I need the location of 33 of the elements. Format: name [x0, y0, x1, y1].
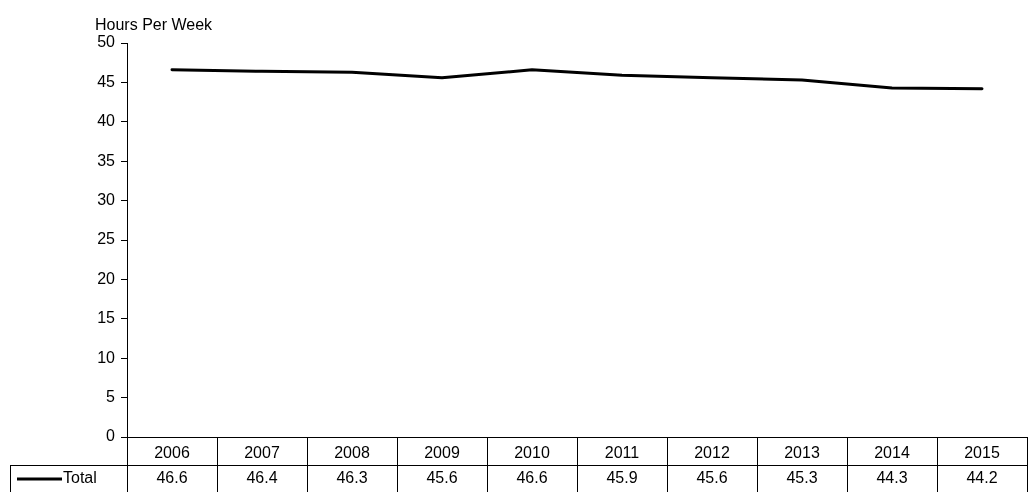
x-tick-label: 2006 [154, 444, 190, 462]
legend-label: Total [63, 469, 97, 487]
data-label: 44.2 [966, 469, 998, 487]
data-label: 45.9 [606, 469, 638, 487]
x-tick-label: 2010 [514, 444, 550, 462]
y-tick-label: 25 [97, 230, 116, 248]
data-label: 44.3 [876, 469, 908, 487]
data-label: 46.4 [246, 469, 278, 487]
data-label: 45.6 [696, 469, 728, 487]
x-tick-label: 2015 [964, 444, 1000, 462]
x-tick-label: 2013 [784, 444, 820, 462]
x-tick-label: 2012 [694, 444, 730, 462]
y-tick-label: 15 [97, 309, 116, 327]
x-tick-label: 2014 [874, 444, 910, 462]
data-label: 46.3 [336, 469, 368, 487]
x-tick-label: 2011 [604, 444, 640, 462]
data-label: 46.6 [156, 469, 188, 487]
y-tick-label: 35 [97, 151, 116, 169]
y-tick-label: 5 [106, 388, 116, 406]
data-label: 46.6 [516, 469, 548, 487]
y-tick-label: 50 [97, 33, 116, 51]
x-tick-label: 2009 [424, 444, 460, 462]
data-label: 45.3 [786, 469, 818, 487]
x-tick-label: 2007 [244, 444, 280, 462]
y-tick-label: 30 [97, 191, 116, 209]
y-tick-label: 45 [97, 72, 116, 90]
y-tick-label: 40 [97, 112, 116, 130]
y-axis-title: Hours Per Week [95, 16, 214, 33]
y-tick-label: 10 [97, 348, 116, 366]
x-tick-label: 2008 [334, 444, 370, 462]
y-tick-label: 0 [106, 427, 116, 445]
y-tick-label: 20 [97, 269, 116, 287]
data-label: 45.6 [426, 469, 458, 487]
